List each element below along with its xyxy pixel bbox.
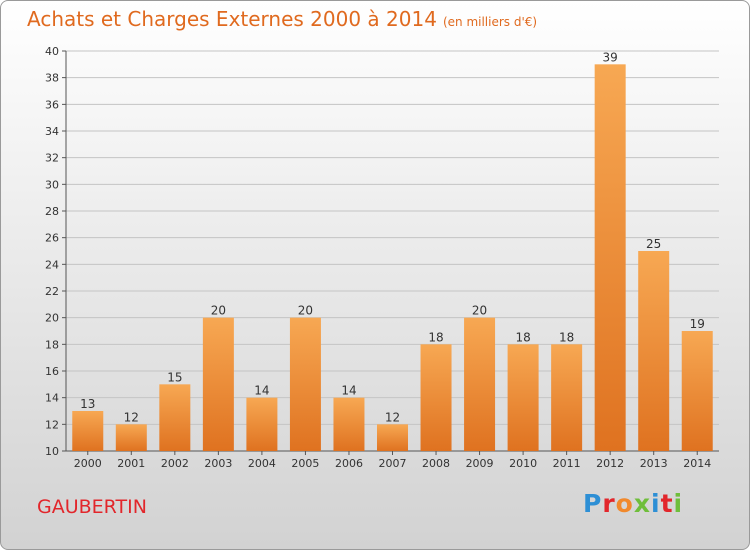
data-label-2014: 19 bbox=[690, 317, 705, 331]
bar-2010 bbox=[507, 344, 539, 451]
x-tick-label-2003: 2003 bbox=[204, 457, 232, 470]
data-label-2013: 25 bbox=[646, 237, 661, 251]
y-tick-label: 34 bbox=[45, 125, 59, 138]
data-label-2011: 18 bbox=[559, 330, 574, 344]
data-label-2003: 20 bbox=[211, 304, 226, 318]
bar-2000 bbox=[72, 411, 104, 451]
bar-2001 bbox=[115, 424, 147, 451]
data-label-2007: 12 bbox=[385, 410, 400, 424]
x-tick-label-2004: 2004 bbox=[248, 457, 276, 470]
y-tick-label: 36 bbox=[45, 98, 59, 111]
bar-2009 bbox=[464, 317, 496, 451]
y-tick-label: 18 bbox=[45, 338, 59, 351]
x-tick-label-2013: 2013 bbox=[640, 457, 668, 470]
bar-2014 bbox=[681, 331, 713, 451]
data-label-2005: 20 bbox=[298, 304, 313, 318]
x-tick-label-2011: 2011 bbox=[553, 457, 581, 470]
y-tick-label: 10 bbox=[45, 445, 59, 458]
bar-2007 bbox=[377, 424, 408, 451]
bar-2004 bbox=[246, 397, 278, 451]
x-tick-label-2010: 2010 bbox=[509, 457, 537, 470]
chart-title: Achats et Charges Externes 2000 à 2014 (e… bbox=[27, 7, 537, 31]
x-tick-label-2006: 2006 bbox=[335, 457, 363, 470]
bar-2013 bbox=[638, 251, 670, 451]
data-label-2012: 39 bbox=[603, 50, 618, 64]
y-tick-label: 22 bbox=[45, 285, 59, 298]
x-tick-label-2014: 2014 bbox=[683, 457, 711, 470]
y-tick-label: 40 bbox=[45, 45, 59, 58]
bar-2003 bbox=[202, 317, 234, 451]
data-label-2009: 20 bbox=[472, 304, 487, 318]
x-tick-label-2012: 2012 bbox=[596, 457, 624, 470]
y-tick-label: 16 bbox=[45, 365, 59, 378]
bar-2008 bbox=[420, 344, 452, 451]
x-tick-label-2002: 2002 bbox=[161, 457, 189, 470]
data-label-2000: 13 bbox=[80, 397, 95, 411]
bar-2002 bbox=[159, 384, 191, 451]
chart-unit: (en milliers d'€) bbox=[442, 15, 538, 29]
y-tick-label: 26 bbox=[45, 232, 59, 245]
y-tick-label: 12 bbox=[45, 418, 59, 431]
y-tick-label: 14 bbox=[45, 392, 59, 405]
y-tick-label: 28 bbox=[45, 205, 59, 218]
x-tick-label-2007: 2007 bbox=[379, 457, 407, 470]
data-label-2008: 18 bbox=[428, 330, 443, 344]
data-label-2001: 12 bbox=[124, 410, 139, 424]
data-label-2002: 15 bbox=[167, 370, 182, 384]
data-label-2010: 18 bbox=[515, 330, 530, 344]
data-label-2006: 14 bbox=[341, 384, 356, 398]
bar-2012 bbox=[594, 64, 626, 452]
chart-title-text: Achats et Charges Externes 2000 à 2014 bbox=[27, 7, 437, 31]
x-tick-label-2000: 2000 bbox=[74, 457, 102, 470]
bar-2005 bbox=[289, 317, 321, 451]
city-name: GAUBERTIN bbox=[37, 496, 147, 518]
bar-2006 bbox=[333, 397, 365, 451]
y-tick-label: 38 bbox=[45, 72, 59, 85]
x-tick-label-2008: 2008 bbox=[422, 457, 450, 470]
bar-2011 bbox=[551, 344, 583, 451]
y-tick-label: 32 bbox=[45, 152, 59, 165]
data-label-2004: 14 bbox=[254, 384, 269, 398]
y-tick-label: 24 bbox=[45, 258, 59, 271]
x-tick-label-2009: 2009 bbox=[466, 457, 494, 470]
y-tick-label: 20 bbox=[45, 312, 59, 325]
proxiti-logo: Proxiti bbox=[583, 489, 684, 518]
x-tick-label-2005: 2005 bbox=[291, 457, 319, 470]
x-tick-label-2001: 2001 bbox=[117, 457, 145, 470]
y-tick-label: 30 bbox=[45, 178, 59, 191]
